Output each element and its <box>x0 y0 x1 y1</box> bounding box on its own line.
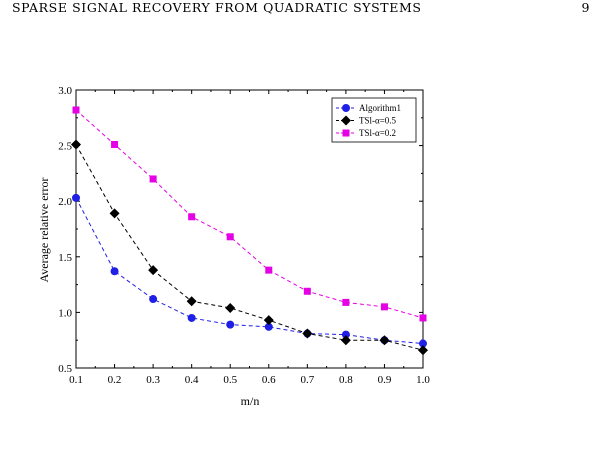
legend-marker <box>341 115 351 126</box>
data-point <box>149 295 158 304</box>
data-point <box>379 335 390 346</box>
legend-label: TSl-α=0.2 <box>359 128 396 138</box>
data-point <box>186 296 197 307</box>
data-point <box>264 322 273 331</box>
data-point <box>72 106 80 114</box>
data-point <box>226 320 235 329</box>
legend-label: TSl-α=0.5 <box>359 116 397 126</box>
x-tick-label: 1.0 <box>416 374 430 386</box>
series-line-2 <box>75 144 424 351</box>
x-tick-label: 0.5 <box>223 374 237 386</box>
y-tick-label: 1.0 <box>58 307 72 319</box>
data-point <box>302 328 313 339</box>
y-tick-label: 2.5 <box>58 141 72 153</box>
data-point <box>111 140 119 148</box>
data-point <box>419 314 427 322</box>
x-tick-label: 0.1 <box>69 374 83 386</box>
data-point <box>109 208 120 219</box>
data-point <box>71 139 81 150</box>
x-tick-label: 0.2 <box>108 374 122 386</box>
x-tick-label: 0.7 <box>300 374 314 386</box>
legend-marker <box>342 104 350 112</box>
y-tick-label: 3.0 <box>58 85 72 97</box>
data-point <box>340 335 351 346</box>
series-line-1 <box>75 197 424 345</box>
data-point <box>188 213 196 221</box>
data-point <box>187 313 196 322</box>
data-point <box>418 345 428 356</box>
running-head: SPARSE SIGNAL RECOVERY FROM QUADRATIC SY… <box>12 0 590 15</box>
y-tick-label: 2.0 <box>58 196 72 208</box>
data-point <box>72 193 80 202</box>
plot-area: 0.1 0.2 0.3 0.4 0.5 0.6 0.7 0.8 0.9 1.0 0.5 1.0 1.5 2… <box>58 85 430 386</box>
x-tick-label: 0.3 <box>146 374 160 386</box>
x-axis-title: m/n <box>241 394 260 408</box>
legend-label: Algorithm1 <box>359 103 401 113</box>
x-tick-label: 0.4 <box>185 374 199 386</box>
data-point <box>342 298 350 306</box>
data-point <box>149 175 157 183</box>
data-point <box>341 330 350 339</box>
y-tick-label: 0.5 <box>58 363 72 375</box>
x-tick-label: 0.9 <box>378 374 392 386</box>
data-point <box>419 339 427 348</box>
y-tick-label: 1.5 <box>58 252 72 264</box>
data-point <box>263 315 274 326</box>
x-tick-label: 0.6 <box>262 374 276 386</box>
legend-marker <box>342 129 350 137</box>
data-point <box>226 233 234 241</box>
data-point <box>110 267 119 276</box>
data-point <box>380 303 388 311</box>
data-point <box>265 266 273 274</box>
running-title: SPARSE SIGNAL RECOVERY FROM QUADRATIC SY… <box>12 0 422 15</box>
data-point <box>303 287 311 295</box>
y-axis-title: Average relative error <box>37 177 51 282</box>
data-point <box>148 265 159 276</box>
data-point <box>225 302 236 313</box>
x-tick-label: 0.8 <box>339 374 353 386</box>
page-number: 9 <box>581 0 590 15</box>
series-line-3 <box>75 109 424 319</box>
